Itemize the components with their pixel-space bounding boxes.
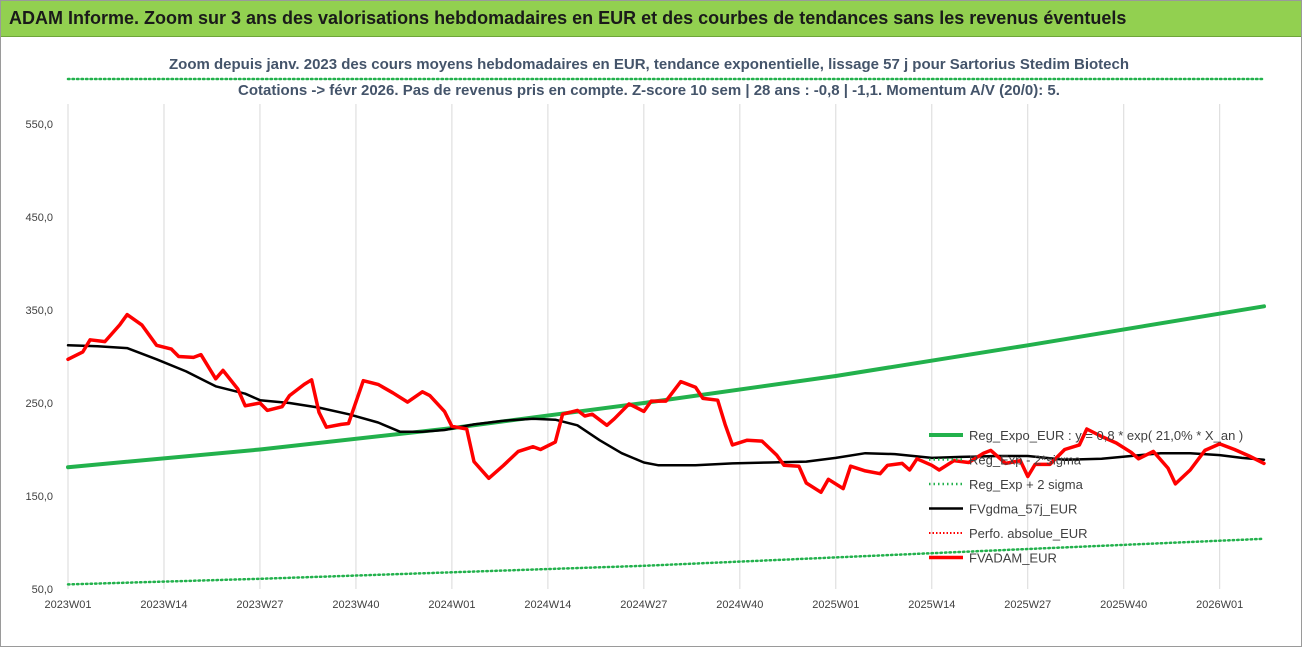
reg-exp-minus-2sigma-line — [66, 537, 1266, 586]
x-tick-label: 2023W27 — [236, 599, 283, 611]
legend-label: Reg_Expo_EUR : y = 0,8 * exp( 21,0% * X_… — [969, 428, 1243, 443]
series-layer — [66, 77, 1266, 586]
y-tick-label: 450,0 — [25, 212, 53, 224]
y-tick-label: 250,0 — [25, 398, 53, 410]
legend-label: Perfo. absolue_EUR — [969, 526, 1088, 541]
chart-subtitle: Cotations -> févr 2026. Pas de revenus p… — [238, 82, 1060, 99]
x-tick-label: 2025W40 — [1100, 599, 1147, 611]
x-tick-label: 2025W27 — [1004, 599, 1051, 611]
x-tick-label: 2023W14 — [140, 599, 187, 611]
legend: Reg_Expo_EUR : y = 0,8 * exp( 21,0% * X_… — [929, 428, 1243, 566]
x-tick-label: 2024W27 — [620, 599, 667, 611]
x-tick-label: 2024W40 — [716, 599, 763, 611]
banner-title: ADAM Informe. Zoom sur 3 ans des valoris… — [9, 8, 1127, 28]
x-axis: 2023W01 2023W14 2023W27 2023W40 2024W01 2024W… — [44, 599, 1243, 611]
y-tick-label: 150,0 — [25, 491, 53, 503]
legend-label: FVgdma_57j_EUR — [969, 502, 1077, 517]
x-tick-label: 2025W14 — [908, 599, 955, 611]
report-banner: ADAM Informe. Zoom sur 3 ans des valoris… — [1, 1, 1301, 37]
y-tick-label: 550,0 — [25, 119, 53, 131]
legend-label: Reg_Exp + 2 sigma — [969, 477, 1084, 492]
line-chart: Zoom depuis janv. 2023 des cours moyens … — [25, 56, 1266, 611]
reg-expo-line — [66, 304, 1266, 470]
fvgdma-57j-line — [66, 344, 1266, 467]
x-tick-label: 2023W40 — [332, 599, 379, 611]
y-tick-label: 50,0 — [32, 584, 53, 596]
x-tick-label: 2024W01 — [428, 599, 475, 611]
legend-label: FVADAM_EUR — [969, 551, 1057, 566]
x-tick-label: 2023W01 — [44, 599, 91, 611]
x-tick-label: 2024W14 — [524, 599, 571, 611]
y-axis: 50,0 150,0 250,0 350,0 450,0 550,0 — [25, 119, 53, 596]
chart-title: Zoom depuis janv. 2023 des cours moyens … — [169, 56, 1129, 73]
x-tick-label: 2026W01 — [1196, 599, 1243, 611]
x-tick-label: 2025W01 — [812, 599, 859, 611]
y-tick-label: 350,0 — [25, 305, 53, 317]
legend-label: Reg_Exp - 2*sigma — [969, 453, 1082, 468]
fvadam-line — [66, 312, 1266, 495]
